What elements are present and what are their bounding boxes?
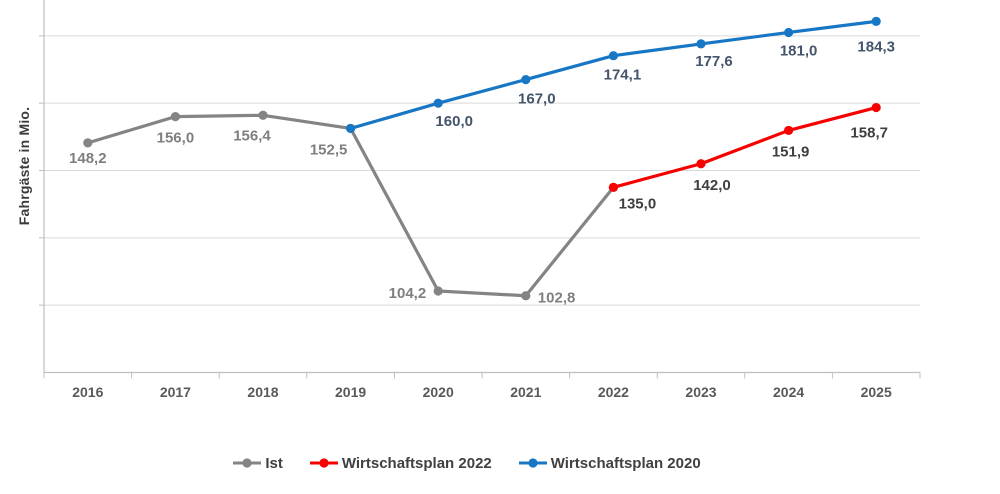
data-point-label: 102,8 xyxy=(538,290,576,307)
x-tick-label: 2017 xyxy=(160,384,191,400)
x-tick-label: 2018 xyxy=(247,384,278,400)
x-tick-label: 2021 xyxy=(510,384,541,400)
data-point-label: 142,0 xyxy=(693,177,731,194)
data-point-label: 167,0 xyxy=(518,91,556,108)
data-point-label: 158,7 xyxy=(850,125,888,142)
legend-item-2: Wirtschaftsplan 2020 xyxy=(518,454,701,472)
legend-line-marker-icon xyxy=(233,458,262,468)
data-point-label: 104,2 xyxy=(389,285,427,302)
data-point-label: 184,3 xyxy=(857,38,895,55)
data-point-label: 135,0 xyxy=(619,195,657,212)
data-point xyxy=(521,291,531,301)
legend-item-0: Ist xyxy=(233,455,283,472)
x-tick-label: 2023 xyxy=(685,384,716,400)
data-point xyxy=(784,125,794,136)
data-point-label: 174,1 xyxy=(604,67,642,84)
data-point-label: 148,2 xyxy=(69,150,107,167)
data-point xyxy=(521,74,531,85)
legend-item-1: Wirtschaftsplan 2022 xyxy=(309,454,492,472)
data-point xyxy=(170,112,180,122)
x-tick-label: 2016 xyxy=(72,384,103,400)
x-tick-label: 2020 xyxy=(423,384,454,400)
data-point xyxy=(433,286,443,296)
data-point xyxy=(608,51,619,61)
data-point-label: 152,5 xyxy=(310,141,348,158)
data-point-label: 177,6 xyxy=(695,53,733,70)
x-tick-label: 2022 xyxy=(598,384,629,400)
x-tick-label: 2024 xyxy=(773,384,804,400)
data-point xyxy=(784,27,794,38)
data-point xyxy=(871,16,881,26)
x-tick-label: 2019 xyxy=(335,384,366,400)
legend-label: Wirtschaftsplan 2020 xyxy=(550,454,701,472)
data-point xyxy=(346,123,356,134)
legend-line-marker-icon xyxy=(309,458,338,468)
data-point xyxy=(608,182,619,192)
data-point xyxy=(258,110,268,120)
y-axis-title: Fahrgäste in Mio. xyxy=(16,106,32,226)
x-tick-label: 2025 xyxy=(861,384,892,400)
data-point-label: 156,4 xyxy=(233,127,271,144)
legend-line-marker-icon xyxy=(518,458,547,468)
series-line-1 xyxy=(611,105,878,189)
data-point xyxy=(696,159,706,169)
data-point-label: 156,0 xyxy=(157,130,195,147)
data-point-label: 160,0 xyxy=(435,113,473,130)
data-point xyxy=(83,138,93,148)
data-point xyxy=(696,39,706,49)
legend-label: Wirtschaftsplan 2022 xyxy=(341,454,492,472)
data-point-label: 181,0 xyxy=(780,42,818,59)
data-point xyxy=(433,98,443,108)
data-point xyxy=(871,102,881,113)
data-point-label: 151,9 xyxy=(772,143,810,160)
legend-label: Ist xyxy=(265,454,283,472)
chart-legend: Ist Wirtschaftsplan 2022 Wirtschaftsplan 2… xyxy=(0,450,1000,476)
